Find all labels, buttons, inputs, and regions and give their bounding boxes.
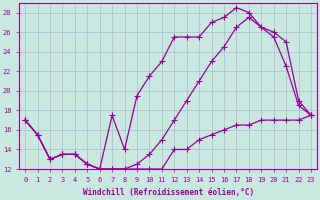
X-axis label: Windchill (Refroidissement éolien,°C): Windchill (Refroidissement éolien,°C) — [83, 188, 254, 197]
